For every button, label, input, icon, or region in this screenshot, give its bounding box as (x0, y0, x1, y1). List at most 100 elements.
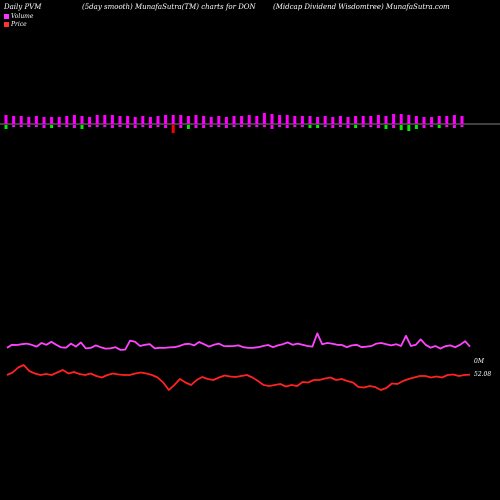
volume-bar (338, 116, 342, 124)
volume-bar-lower (95, 125, 99, 127)
volume-bar (300, 116, 304, 124)
legend-price-swatch (4, 22, 9, 27)
volume-bar (42, 117, 46, 124)
volume-bar-lower (34, 125, 38, 127)
volume-bar-lower (338, 125, 342, 127)
volume-bar-lower (126, 125, 130, 128)
legend-volume-label: Volume (11, 13, 34, 20)
volume-bar-lower (103, 125, 107, 127)
volume-bar-lower (194, 125, 198, 128)
volume-bar (384, 116, 388, 124)
volume-bar-lower (308, 125, 312, 128)
volume-bar (255, 116, 259, 124)
volume-bar-lower (399, 125, 403, 130)
volume-bar-lower (133, 125, 137, 128)
volume-bar (141, 116, 145, 124)
volume-bar-lower (384, 125, 388, 129)
volume-bar (285, 115, 289, 124)
volume-line (6, 332, 471, 351)
legend-price-label: Price (11, 21, 27, 28)
volume-bar (354, 116, 358, 124)
volume-bar-lower (240, 125, 244, 127)
volume-bar (460, 116, 464, 124)
price-line (6, 364, 471, 391)
volume-bar-lower (293, 125, 297, 127)
volume-bar-lower (369, 125, 373, 127)
volume-bar (179, 115, 183, 124)
volume-bar (12, 116, 16, 124)
volume-bar (80, 116, 84, 124)
volume-bar-lower (186, 125, 190, 129)
volume-bar (50, 117, 54, 124)
volume-bar-lower (300, 125, 304, 127)
volume-bar (376, 115, 380, 124)
volume-bar (323, 116, 327, 124)
volume-bar-lower (460, 125, 464, 127)
volume-bar-lower (354, 125, 358, 128)
volume-bar-lower (50, 125, 54, 128)
volume-bar-lower (452, 125, 456, 128)
chart-header-left: Daily PVM (4, 3, 42, 11)
volume-bar (202, 116, 206, 124)
volume-bar-lower (232, 125, 236, 127)
volume-bar-lower (19, 125, 23, 127)
volume-bar (186, 116, 190, 124)
volume-bar-lower (80, 125, 84, 129)
volume-bar (452, 115, 456, 124)
volume-bar-lower (42, 125, 46, 128)
volume-bar (65, 116, 69, 124)
volume-bar (57, 117, 61, 124)
volume-bar (247, 115, 251, 124)
volume-bar (240, 116, 244, 124)
price-line-end-label: 52.08 (474, 371, 491, 378)
volume-bar (126, 116, 130, 124)
volume-bar (308, 116, 312, 124)
volume-bar (19, 116, 23, 124)
volume-bar-lower (65, 125, 69, 127)
volume-bar-lower (270, 125, 274, 129)
volume-bar (293, 116, 297, 124)
volume-bar (209, 117, 213, 124)
volume-bar (171, 115, 175, 124)
volume-bar (217, 116, 221, 124)
volume-bar (445, 116, 449, 124)
volume-bar-lower (72, 125, 76, 128)
volume-bar-lower (27, 125, 31, 127)
chart-header-right: (Midcap Dividend Wisdomtree) MunafaSutra… (273, 3, 450, 11)
volume-bar-lower (202, 125, 206, 128)
volume-bar-lower (164, 125, 168, 128)
volume-bar-lower (376, 125, 380, 128)
volume-bar (34, 116, 38, 124)
volume-bar-lower (262, 125, 266, 127)
volume-bar (361, 116, 365, 124)
volume-bar-lower (179, 125, 183, 128)
volume-bar (232, 116, 236, 124)
volume-bar-lower (148, 125, 152, 128)
volume-bar (331, 117, 335, 124)
volume-bar (164, 115, 168, 124)
volume-bar (278, 115, 282, 124)
volume-bar-lower (346, 125, 350, 128)
volume-bar-lower (255, 125, 259, 127)
volume-bar-lower (57, 125, 61, 127)
volume-bar-lower (156, 125, 160, 127)
volume-bar-lower (285, 125, 289, 128)
volume-bar (194, 115, 198, 124)
volume-bar-lower (4, 125, 8, 129)
volume-bar-lower (430, 125, 434, 127)
volume-bar-lower (247, 125, 251, 127)
volume-bars (0, 113, 500, 133)
volume-bar (407, 115, 411, 124)
volume-bar-lower (278, 125, 282, 127)
volume-bar-lower (88, 125, 92, 127)
volume-bar (346, 117, 350, 124)
volume-bar (399, 114, 403, 124)
volume-bar-lower (110, 125, 114, 128)
volume-bar-lower (323, 125, 327, 127)
volume-bar (88, 117, 92, 124)
volume-bar (414, 116, 418, 124)
volume-bar (72, 115, 76, 124)
volume-line-group: 0M (6, 332, 485, 365)
volume-bar (4, 115, 8, 124)
